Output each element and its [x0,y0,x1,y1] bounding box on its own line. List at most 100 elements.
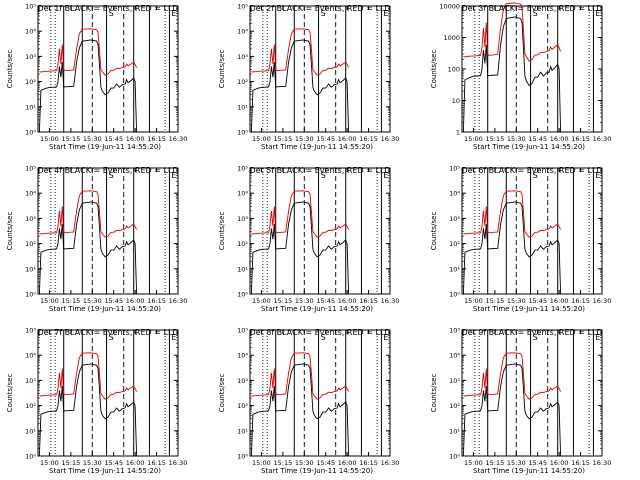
x-tick-label: 15:45 [104,459,123,467]
y-axis-label: Counts/sec [6,374,14,413]
x-tick-label: 15:00 [464,135,483,143]
x-axis-label: Start Time (19-Jun-11 14:55:20) [49,143,161,151]
y-axis-label: Counts/sec [218,50,226,89]
end-marker-label: E [383,9,388,18]
y-tick-label: 10² [25,402,36,410]
y-tick-label: 10⁵ [449,165,460,173]
x-tick-label: 15:00 [40,459,59,467]
x-tick-label: 15:45 [104,297,123,305]
y-tick-label: 10⁴ [237,352,248,360]
x-tick-label: 15:00 [252,297,271,305]
x-tick-label: 15:45 [316,459,335,467]
x-tick-label: 16:00 [338,135,357,143]
chart-panel-3: 1 10 100 1000 10000 15:00 15:15 15:30 15:45 16:00… [430,2,611,151]
end-marker-label: E [595,9,600,18]
x-tick-label: 16:00 [126,459,145,467]
y-tick-label: 10⁴ [25,352,36,360]
y-tick-label: 10³ [25,53,36,61]
y-tick-label: 10⁴ [449,190,460,198]
series-lld-line [463,190,562,238]
x-tick-label: 16:30 [381,459,400,467]
y-tick-label: 10¹ [25,427,36,435]
chart-title: Det 3f BLACK = Events, RED = LLD [461,4,602,13]
end-marker-label: E [171,333,176,342]
y-tick-label: 10³ [449,215,460,223]
y-tick-label: 10⁵ [25,327,36,335]
x-tick-label: 16:30 [381,135,400,143]
y-tick-label: 10⁰ [449,453,460,461]
y-axis-label: Counts/sec [430,374,438,413]
x-tick-label: 16:00 [550,297,569,305]
end-marker-label: E [595,171,600,180]
x-tick-label: 15:00 [464,459,483,467]
x-tick-label: 15:15 [61,459,80,467]
y-tick-label: 10⁴ [25,190,36,198]
start-marker-label: S [109,333,114,342]
plot-frame [249,329,391,457]
y-tick-label: 10² [237,402,248,410]
y-tick-label: 10⁰ [25,129,36,137]
chart-title: Det 4f BLACK = Events, RED = LLD [37,166,178,175]
x-tick-label: 15:15 [485,459,504,467]
x-tick-label: 15:00 [252,459,271,467]
y-tick-label: 10⁰ [237,453,248,461]
y-tick-label: 10¹ [237,427,248,435]
x-tick-label: 15:30 [83,297,102,305]
x-tick-label: 16:30 [593,459,612,467]
y-tick-label: 10² [25,240,36,248]
x-tick-label: 15:45 [528,459,547,467]
y-tick-label: 10¹ [25,103,36,111]
y-tick-label: 10⁵ [25,3,36,11]
x-tick-label: 16:15 [359,135,378,143]
series-lld-line [251,352,350,400]
y-tick-label: 10³ [25,377,36,385]
chart-title: Det 6f BLACK = Events, RED = LLD [461,166,602,175]
start-marker-label: S [109,9,114,18]
plot-frame [37,329,179,457]
series-events-line [38,201,138,295]
series-lld-line [39,28,138,76]
plot-frame [37,5,179,133]
plot-frame [461,329,603,457]
y-tick-label: 10⁴ [237,190,248,198]
series-events-line [38,39,138,133]
y-tick-label: 10⁴ [25,28,36,36]
series-events-line [462,201,562,295]
x-tick-label: 15:00 [464,297,483,305]
series-lld-line [39,190,138,238]
y-tick-label: 10² [25,78,36,86]
y-tick-label: 10¹ [449,427,460,435]
x-tick-label: 15:15 [273,297,292,305]
plot-frame [37,167,179,295]
x-axis-label: Start Time (19-Jun-11 14:55:20) [261,305,373,313]
x-tick-label: 16:30 [169,459,188,467]
chart-title: Det 9f BLACK = Events, RED = LLD [461,328,602,337]
y-tick-label: 10³ [237,53,248,61]
x-tick-label: 15:45 [316,135,335,143]
x-axis-label: Start Time (19-Jun-11 14:55:20) [473,467,585,475]
x-tick-label: 15:00 [40,135,59,143]
x-tick-label: 15:45 [528,135,547,143]
series-events-line [250,39,350,133]
y-tick-label: 10² [449,240,460,248]
end-marker-label: E [383,171,388,180]
y-tick-label: 10¹ [25,265,36,273]
x-axis-label: Start Time (19-Jun-11 14:55:20) [49,305,161,313]
x-axis-label: Start Time (19-Jun-11 14:55:20) [473,143,585,151]
chart-title: Det 2f BLACK = Events, RED = LLD [249,4,390,13]
x-axis-label: Start Time (19-Jun-11 14:55:20) [473,305,585,313]
y-axis-label: Counts/sec [218,212,226,251]
end-marker-label: E [383,333,388,342]
x-tick-label: 15:30 [295,135,314,143]
y-tick-label: 10¹ [449,265,460,273]
start-marker-label: S [321,333,326,342]
y-tick-label: 10 [452,97,460,105]
chart-title: Det 1f BLACK = Events, RED = LLD [37,4,178,13]
y-tick-label: 10⁴ [237,28,248,36]
